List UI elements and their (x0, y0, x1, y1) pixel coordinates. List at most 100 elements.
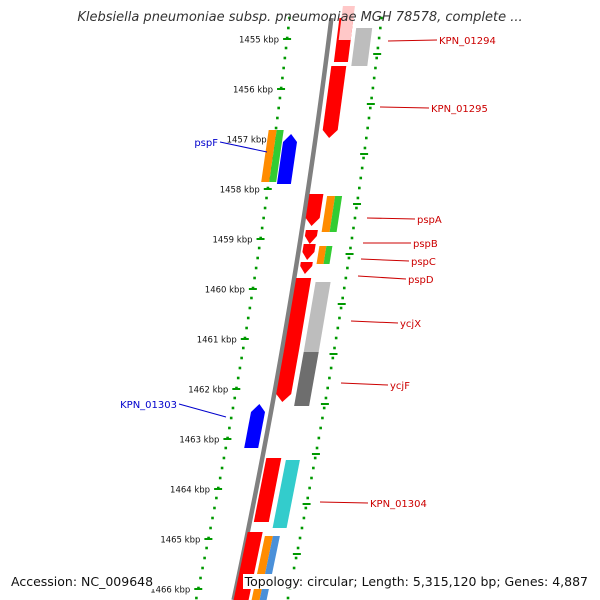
ruler-dot (241, 346, 245, 350)
gene-label: ycjF (390, 381, 410, 392)
gene-pspc (302, 244, 316, 260)
ruler-dot (310, 476, 313, 480)
ruler-label: 1464 kbp (170, 486, 210, 496)
ruler-dot (254, 266, 258, 270)
ruler-dot (298, 536, 302, 540)
ruler-dot (304, 506, 308, 510)
feature-pspf-orange (261, 130, 277, 182)
ruler-label: 1457 kbp (227, 136, 267, 146)
ruler-label: 1456 kbp (233, 86, 273, 96)
ruler-label: 1461 kbp (197, 336, 237, 346)
gene-pspf (276, 134, 297, 184)
ruler-dot (233, 396, 237, 400)
ruler-dot (224, 446, 228, 450)
ruler-dot (366, 126, 369, 130)
gene-label: pspB (413, 239, 438, 250)
ruler-dot (356, 196, 360, 200)
gene-label: pspF (194, 138, 218, 149)
gene-label: ycjX (400, 319, 421, 330)
ruler-dot (339, 306, 343, 310)
leader-line (387, 39, 438, 42)
gene-grey-top (351, 28, 373, 66)
ruler-dot (288, 16, 291, 20)
ruler-dot (260, 226, 264, 230)
ruler-dot (256, 256, 259, 260)
gene-bottom-red (233, 532, 263, 600)
ruler-dot (276, 116, 279, 120)
ruler-dot (195, 596, 198, 600)
gene-pspa (305, 194, 324, 226)
feature-pspc-orange (316, 246, 327, 264)
gene-kpn01295 (322, 66, 347, 138)
leader-line (360, 258, 410, 262)
ruler-dot (201, 566, 204, 570)
gene-label: KPN_01295 (431, 104, 488, 115)
gene-kpn01304 (253, 458, 282, 522)
ruler-dot (377, 36, 381, 40)
ruler-dot (346, 266, 349, 270)
ruler-dot (296, 546, 300, 550)
leader-line (219, 141, 268, 153)
ruler-dot (213, 506, 216, 510)
gene-label: KPN_01304 (370, 499, 427, 510)
leader-line (366, 217, 416, 220)
ruler-dot (253, 276, 256, 280)
ruler-dot (367, 116, 371, 120)
ruler-dot (370, 96, 373, 100)
ruler-dot (203, 556, 206, 560)
ruler-dot (374, 66, 377, 70)
ruler-dot (277, 106, 280, 110)
feature-pspf-green (269, 130, 284, 182)
ruler-dot (209, 526, 212, 530)
ruler-dot (313, 456, 317, 460)
ruler-dot (329, 366, 333, 370)
ruler-dot (317, 436, 321, 440)
ruler-dot (371, 86, 375, 90)
ruler-labels: 1455 kbp 1456 kbp 1457 kbp 1458 kbp 1459 kbp… (150, 36, 279, 596)
ruler-dot (228, 426, 231, 430)
ruler-dot (205, 546, 208, 550)
ruler-dot (324, 396, 328, 400)
ruler-dot (336, 326, 340, 330)
ruler-dot (199, 576, 202, 580)
ruler-dot (246, 316, 250, 320)
ruler-dot (344, 276, 348, 280)
ruler-dot (236, 376, 240, 380)
ruler-dot (372, 76, 376, 80)
leader-line (350, 320, 399, 324)
ruler-dot (229, 416, 233, 420)
ruler-dot (231, 406, 235, 410)
ruler-dot (333, 346, 336, 350)
ruler-dot (283, 56, 287, 60)
ruler-dot (319, 426, 322, 430)
ruler-dot (347, 256, 351, 260)
gene-ycjx (284, 278, 312, 348)
genome-summary: Topology: circular; Length: 5,315,120 bp… (242, 574, 590, 589)
backbone-line (231, 17, 334, 600)
ruler-dot (379, 26, 382, 30)
ruler-dot (360, 166, 364, 170)
ruler-dot (322, 406, 326, 410)
ruler-dot (262, 216, 265, 220)
ruler-label: 1466 kbp (150, 586, 190, 596)
ruler-label: 1462 kbp (188, 386, 228, 396)
gene-kpn01294-shade (338, 6, 355, 40)
ruler-dot (238, 366, 242, 370)
ruler-label: 1463 kbp (179, 436, 219, 446)
ruler-dot (257, 246, 261, 250)
ruler-dot (334, 336, 338, 340)
leader-line (178, 403, 227, 418)
ruler-dot (331, 356, 335, 360)
ruler-dot (281, 76, 284, 80)
gene-labels: KPN_01294 KPN_01295 pspF pspA pspB pspC pspD yc… (120, 36, 496, 510)
ruler-label: 1465 kbp (160, 536, 200, 546)
ruler-dot (359, 176, 363, 180)
gene-label: KPN_01294 (439, 36, 496, 47)
ruler-dot (220, 466, 224, 470)
ruler-dot (321, 416, 324, 420)
feature-kpn01304-cyan (272, 460, 300, 528)
ruler-dot (341, 296, 344, 300)
ruler-dot (315, 446, 319, 450)
ruler-dot (342, 286, 346, 290)
